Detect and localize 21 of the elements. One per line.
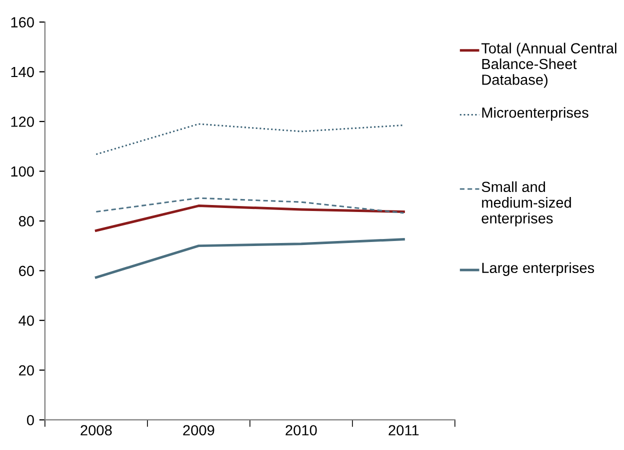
x-tick-label: 2008 <box>80 425 112 436</box>
y-tick-label: 60 <box>19 266 34 276</box>
line-series <box>95 123 404 156</box>
x-tick-label: 2011 <box>388 425 419 436</box>
y-tick-label: 40 <box>18 316 34 326</box>
line-series <box>94 238 405 279</box>
line-series <box>95 197 404 214</box>
y-tick-label: 120 <box>11 116 34 127</box>
legend-label: Small and medium-sized enterprises <box>482 181 571 226</box>
legend-label: Microenterprises <box>482 107 588 121</box>
legend-label: Large enterprises <box>482 262 594 276</box>
legend-label: Total (Annual Central Balance-Sheet Database) <box>481 42 616 88</box>
x-tick-label: 2009 <box>183 425 214 436</box>
y-tick-label: 80 <box>18 216 34 226</box>
y-tick-label: 20 <box>19 365 34 376</box>
x-tick-label: 2010 <box>286 425 317 436</box>
y-tick-label: 160 <box>11 17 34 28</box>
y-tick-label: 140 <box>11 66 34 78</box>
y-tick-label: 100 <box>11 166 34 177</box>
y-tick-label: 0 <box>26 414 34 426</box>
line-series <box>94 204 405 232</box>
